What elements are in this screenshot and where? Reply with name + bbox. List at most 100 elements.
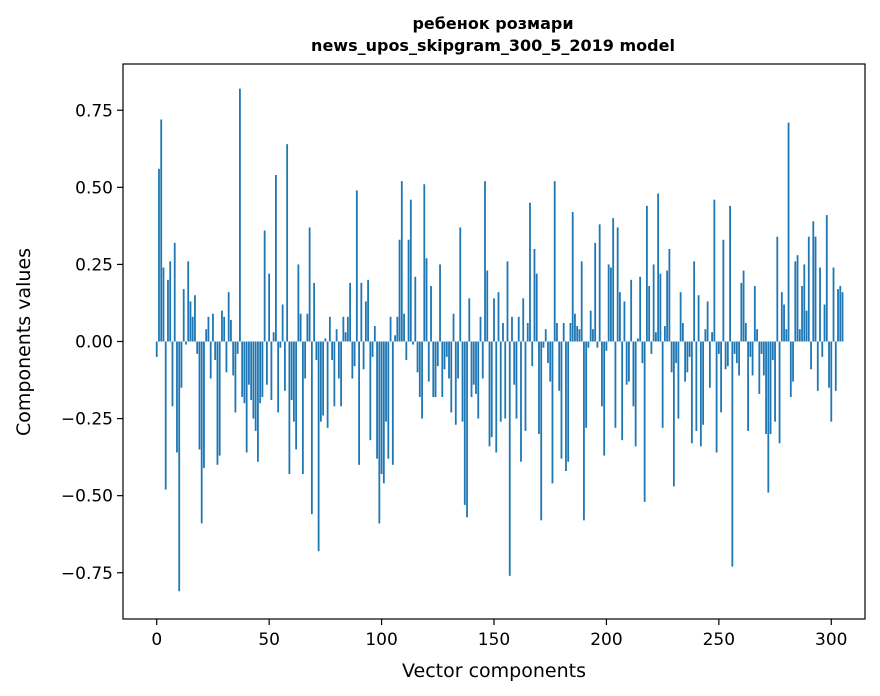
bar (439, 264, 441, 342)
bar (335, 329, 338, 342)
bar (299, 313, 302, 342)
bar (236, 341, 239, 354)
bar (322, 341, 325, 416)
bar (533, 249, 536, 342)
bar (675, 341, 678, 364)
bar (212, 313, 214, 342)
bar (171, 341, 174, 407)
bar (747, 341, 749, 431)
bar (762, 341, 765, 376)
y-axis-label: Components values (13, 248, 35, 436)
bar (742, 270, 745, 342)
bar (724, 341, 727, 370)
bar (785, 329, 788, 342)
bar (706, 301, 709, 342)
bar (223, 316, 226, 342)
bar (576, 326, 579, 342)
bar (252, 341, 255, 419)
bar (362, 341, 365, 370)
bar (699, 341, 702, 447)
bar (720, 341, 722, 413)
bar (414, 276, 417, 342)
bar (722, 239, 725, 342)
bar (221, 310, 223, 342)
bar (735, 341, 738, 364)
bar (301, 341, 304, 475)
bar (744, 323, 747, 342)
bar (740, 282, 743, 342)
bar (358, 341, 360, 465)
bar (540, 341, 543, 521)
bar (196, 341, 199, 354)
bar (587, 341, 590, 348)
bar (416, 341, 419, 373)
bar (641, 341, 644, 364)
bar (198, 341, 201, 450)
y-tick-label: 0.25 (75, 255, 113, 275)
bar (326, 341, 329, 428)
bar (176, 341, 178, 453)
bar (308, 227, 311, 342)
x-axis-label: Vector components (402, 660, 586, 682)
bar (598, 224, 601, 342)
bar (767, 341, 770, 493)
bar (493, 298, 495, 342)
bar (481, 341, 484, 379)
bar (257, 341, 259, 462)
bar (610, 267, 612, 342)
bar (418, 341, 421, 397)
bar (425, 258, 428, 342)
bar (441, 341, 444, 397)
bar (337, 341, 340, 379)
bar (450, 341, 453, 413)
bar (612, 218, 615, 342)
bar (774, 341, 776, 422)
bar (592, 329, 594, 342)
bar (792, 341, 794, 382)
bar (378, 341, 381, 524)
bar (364, 301, 367, 342)
bar (470, 341, 473, 397)
bar (351, 341, 354, 379)
bar (619, 292, 621, 342)
bar (427, 341, 430, 382)
bar (259, 341, 262, 404)
bar (551, 341, 554, 484)
bar (468, 298, 471, 342)
bar (319, 341, 322, 422)
bar (214, 341, 217, 360)
bar (310, 341, 313, 515)
bar (317, 341, 320, 552)
bar (614, 341, 617, 428)
bar (270, 341, 273, 401)
bar (715, 341, 718, 453)
bar (778, 341, 781, 444)
bar (497, 292, 500, 342)
bar (263, 230, 266, 342)
bar (490, 341, 493, 438)
bar (652, 264, 655, 342)
bar (349, 282, 351, 342)
bar (355, 190, 358, 342)
bar (457, 341, 459, 379)
bar (731, 341, 734, 567)
bar (394, 335, 396, 342)
bar (261, 341, 264, 397)
bar (672, 341, 675, 487)
bar (821, 341, 824, 357)
bar (637, 338, 639, 342)
bar (180, 341, 183, 388)
chart-title: ребенок розмари (412, 14, 573, 33)
bar (796, 255, 799, 342)
bar (679, 292, 682, 342)
bar (434, 341, 437, 397)
bar (780, 292, 783, 342)
bar (654, 332, 657, 342)
x-tick-label: 250 (703, 630, 735, 650)
bar (331, 341, 334, 360)
bar (643, 341, 646, 502)
bar (704, 329, 707, 342)
bar (594, 242, 597, 342)
y-tick-label: −0.75 (61, 564, 113, 584)
bar (688, 341, 691, 357)
